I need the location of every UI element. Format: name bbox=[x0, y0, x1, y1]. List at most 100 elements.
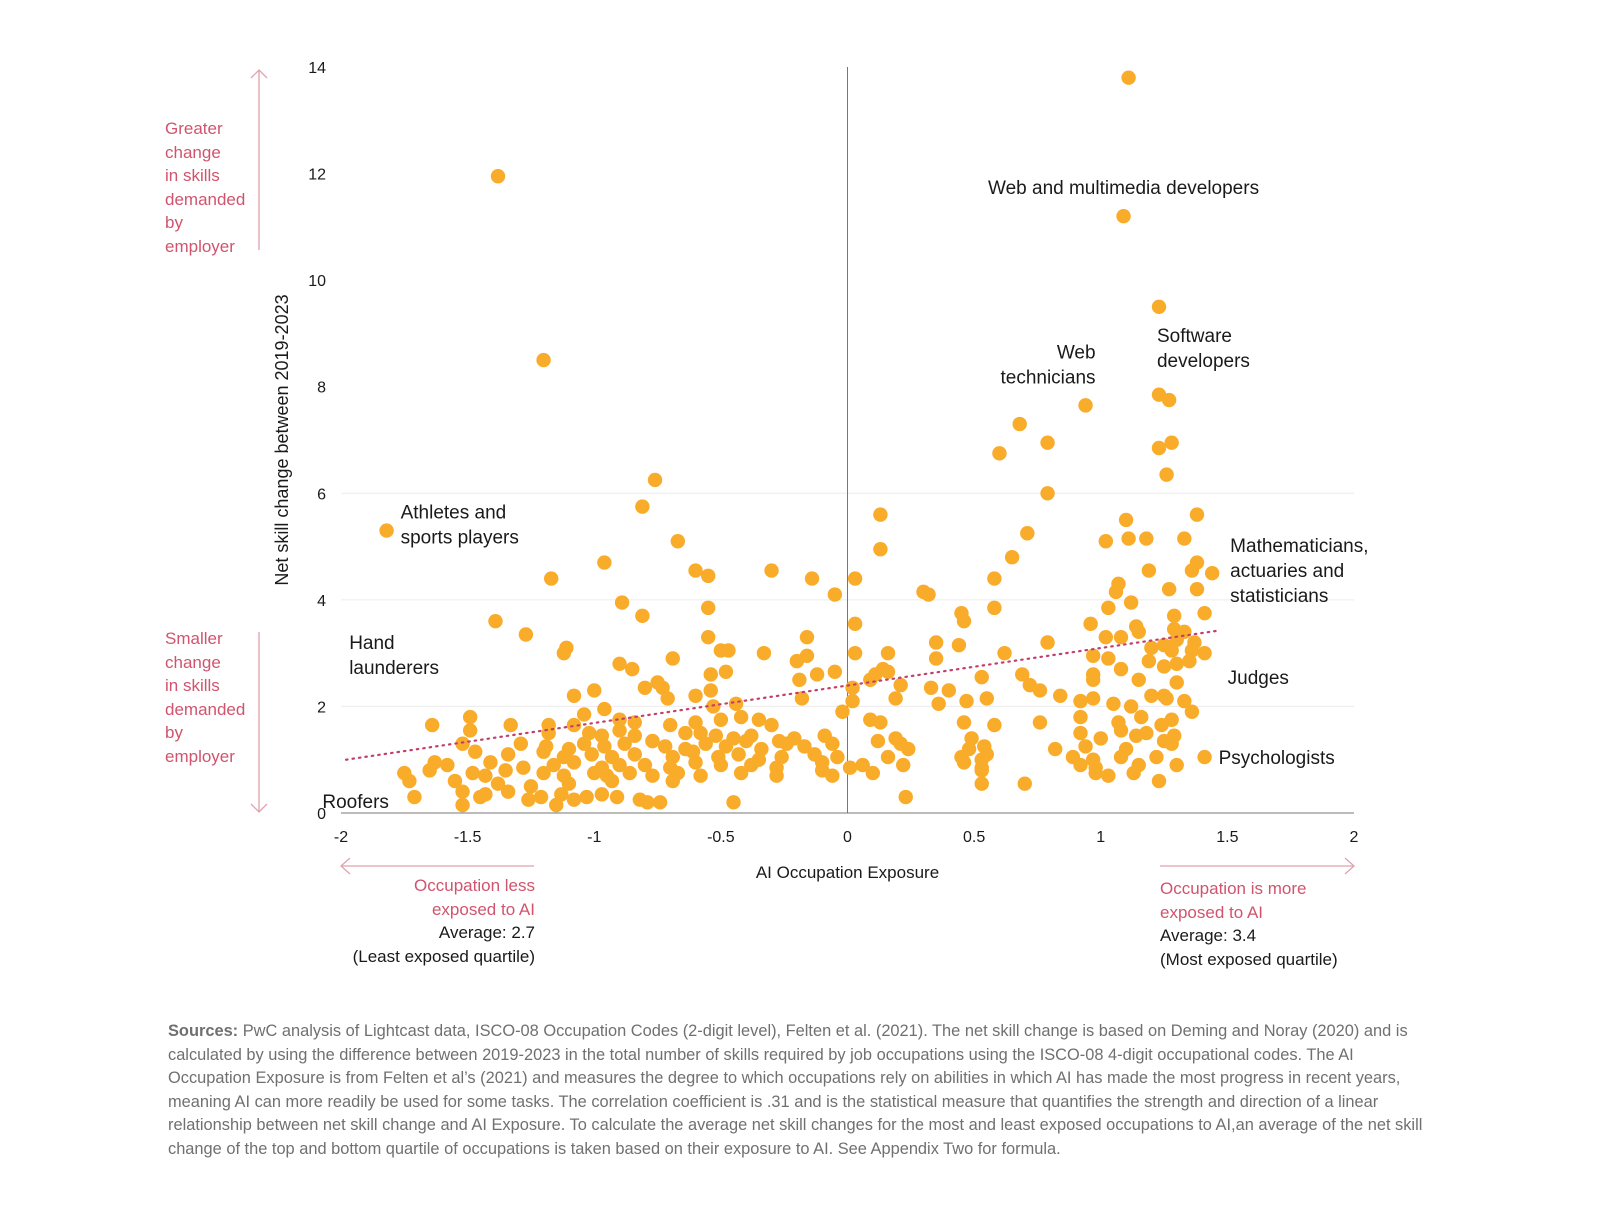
point-label: Mathematicians, actuaries and statistician… bbox=[1230, 536, 1368, 607]
data-point bbox=[612, 656, 627, 671]
data-point bbox=[1129, 619, 1144, 634]
x-tick-label: 1.5 bbox=[1216, 829, 1238, 846]
data-point bbox=[627, 728, 642, 743]
data-point bbox=[1159, 691, 1174, 706]
data-point bbox=[1161, 392, 1177, 408]
point-label: Judges bbox=[1228, 668, 1289, 689]
y-tick-label: 10 bbox=[308, 273, 326, 290]
data-point bbox=[1053, 688, 1068, 703]
data-point bbox=[483, 755, 498, 770]
less-exposed-line1: Occupation less bbox=[414, 876, 535, 895]
data-point bbox=[424, 717, 440, 733]
data-point bbox=[566, 717, 582, 733]
data-point bbox=[665, 651, 680, 666]
data-point bbox=[726, 795, 741, 810]
data-point bbox=[612, 712, 627, 727]
x-tick-label: 0 bbox=[843, 829, 852, 846]
data-point bbox=[622, 765, 637, 781]
data-point bbox=[1004, 550, 1020, 565]
point-label: Web and multimedia developers bbox=[988, 178, 1259, 199]
data-point bbox=[1141, 563, 1157, 578]
data-point bbox=[847, 616, 863, 632]
data-point bbox=[731, 747, 746, 762]
x-tick-label: 0.5 bbox=[963, 829, 985, 846]
data-point bbox=[597, 701, 612, 717]
data-point bbox=[1121, 70, 1136, 85]
data-point bbox=[473, 789, 488, 805]
x-tick-labels: -2 -1.5 -1 -0.5 0 0.5 1 1.5 2 bbox=[334, 829, 1359, 846]
y-tick-label: 2 bbox=[317, 699, 326, 716]
data-point bbox=[923, 680, 939, 695]
data-point bbox=[498, 763, 513, 778]
data-point bbox=[688, 755, 703, 770]
data-point bbox=[597, 555, 612, 570]
data-point bbox=[1141, 653, 1157, 669]
data-point bbox=[1177, 693, 1192, 709]
data-point bbox=[835, 704, 850, 719]
data-point bbox=[1088, 765, 1103, 781]
data-point bbox=[581, 725, 597, 741]
data-point bbox=[764, 717, 779, 733]
y-tick-label: 12 bbox=[308, 167, 326, 184]
data-point bbox=[1166, 608, 1182, 624]
data-point bbox=[896, 757, 911, 773]
data-point bbox=[901, 741, 916, 757]
trendline bbox=[344, 629, 1219, 761]
data-point bbox=[637, 757, 653, 773]
data-point bbox=[521, 792, 536, 807]
data-point bbox=[652, 795, 668, 810]
data-point bbox=[1144, 688, 1159, 703]
x-tick-label: -0.5 bbox=[707, 829, 735, 846]
data-point bbox=[407, 789, 422, 805]
data-point bbox=[703, 667, 718, 682]
data-point bbox=[609, 789, 625, 805]
data-point bbox=[1149, 749, 1164, 765]
point-label: Psychologists bbox=[1219, 748, 1335, 769]
data-point bbox=[1139, 531, 1154, 546]
data-point bbox=[987, 600, 1002, 616]
y-tick-label: 0 bbox=[317, 806, 326, 823]
data-point bbox=[893, 677, 908, 693]
data-point bbox=[688, 563, 703, 578]
data-point bbox=[1184, 704, 1200, 719]
data-point bbox=[941, 683, 956, 698]
data-point bbox=[721, 643, 736, 658]
data-point bbox=[594, 787, 610, 802]
data-point bbox=[827, 587, 843, 602]
annotation-line: by bbox=[165, 213, 183, 232]
point-labels: Web and multimedia developers Software dev… bbox=[322, 178, 1368, 813]
data-point bbox=[733, 765, 749, 781]
data-point bbox=[625, 661, 640, 677]
data-point bbox=[898, 789, 913, 805]
data-point bbox=[478, 768, 493, 783]
data-point bbox=[863, 672, 878, 687]
data-point bbox=[1015, 667, 1030, 682]
data-point bbox=[956, 755, 972, 770]
point-label: Roofers bbox=[322, 792, 389, 813]
data-point bbox=[587, 765, 602, 781]
data-point bbox=[640, 795, 655, 810]
data-point bbox=[974, 763, 989, 778]
data-point bbox=[1126, 765, 1141, 781]
data-point bbox=[987, 571, 1002, 586]
data-point bbox=[1017, 776, 1032, 791]
annotation-line: employer bbox=[165, 236, 235, 256]
data-point bbox=[880, 749, 896, 765]
data-point bbox=[635, 608, 650, 624]
data-point bbox=[855, 757, 870, 773]
data-point bbox=[1108, 584, 1124, 600]
data-point bbox=[1134, 709, 1149, 725]
data-point bbox=[612, 757, 627, 773]
x-tick-label: -2 bbox=[334, 829, 348, 846]
annotation-line: by bbox=[165, 723, 183, 742]
data-point bbox=[1139, 725, 1154, 741]
data-point bbox=[518, 627, 534, 642]
more-exposed-line2: exposed to AI bbox=[1160, 902, 1264, 922]
data-point bbox=[462, 723, 478, 738]
data-point bbox=[490, 776, 506, 791]
data-point bbox=[660, 691, 675, 706]
data-point bbox=[1169, 632, 1184, 648]
data-point bbox=[584, 747, 599, 762]
point-label: Hand launderers bbox=[349, 633, 439, 679]
